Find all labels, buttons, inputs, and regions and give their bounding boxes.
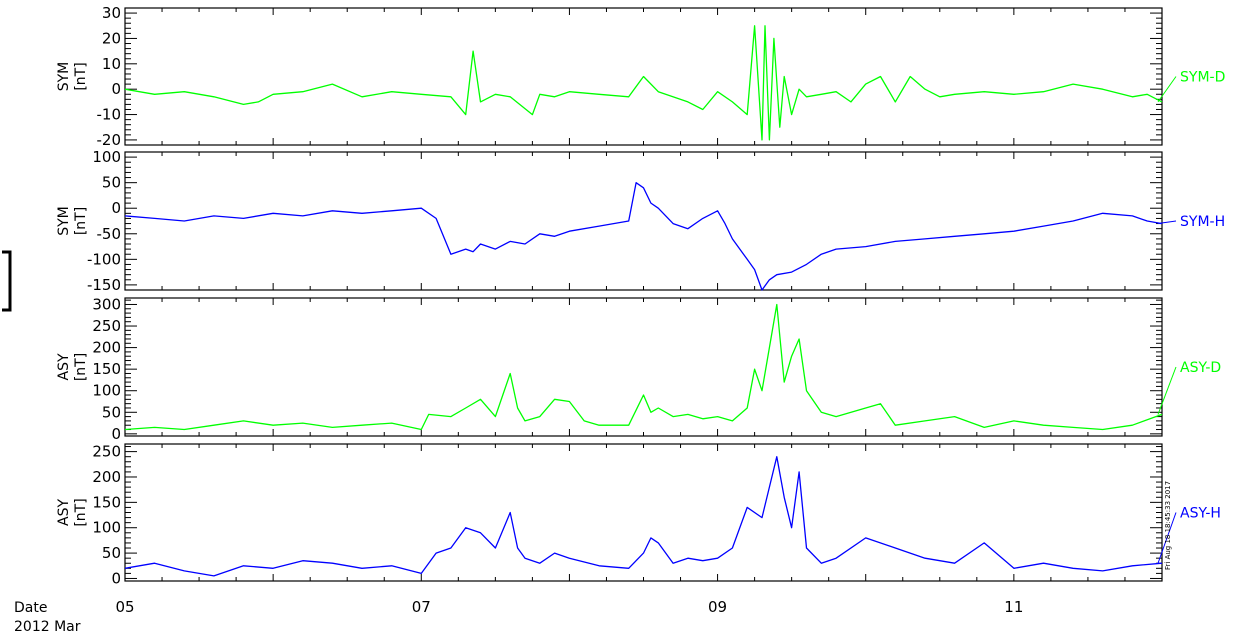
y-tick-label: 150	[92, 360, 121, 378]
series-leader	[1157, 366, 1177, 415]
y-tick-label: 250	[92, 443, 121, 461]
date-value: 2012 Mar	[14, 619, 81, 635]
panel-frame	[124, 443, 1163, 582]
y-tick-label: 0	[111, 569, 121, 587]
y-tick-label: 100	[92, 148, 121, 166]
y-tick-label: -10	[97, 106, 122, 124]
y-tick-label: 50	[102, 403, 121, 421]
date-label: Date	[14, 600, 47, 616]
y-axis-title: [nT]	[73, 62, 89, 90]
y-tick-label: 50	[102, 544, 121, 562]
y-axis-title: ASY	[56, 353, 72, 380]
y-tick-label: 0	[111, 80, 121, 98]
y-axis-title: SYM	[56, 206, 72, 236]
y-tick-label: 250	[92, 317, 121, 335]
y-axis-title: ASY	[56, 499, 72, 526]
panel-3: 0 50 100 150 200 250 300 ASY [nT] ASY-D	[56, 295, 1221, 442]
panel-4: 0 50 100 150 200 250 ASY [nT] ASY-H	[56, 443, 1221, 588]
y-tick-label: 300	[92, 295, 121, 313]
series-leader	[1157, 220, 1177, 225]
panel-frame	[124, 151, 1163, 291]
y-axis-title: [nT]	[73, 498, 89, 526]
y-tick-label: 200	[92, 468, 121, 486]
y-axis-title: [nT]	[73, 353, 89, 381]
x-tick-label: 05	[115, 598, 134, 616]
panel-1: -20 -10 0 10 20 30 SYM [nT] SYM-D	[56, 4, 1225, 149]
y-tick-label: 200	[92, 339, 121, 357]
panel-2: -150 -100 -50 0 50 100 SYM [nT] SYM-H	[56, 148, 1225, 294]
y-tick-label: 100	[92, 382, 121, 400]
x-tick-label: 09	[708, 598, 727, 616]
series-line-asy-h	[124, 456, 1163, 577]
y-tick-label: -150	[87, 276, 121, 294]
series-line-asy-d	[124, 303, 1163, 431]
y-tick-label: -50	[97, 225, 122, 243]
series-leader	[1157, 76, 1177, 103]
panel-frame	[124, 297, 1163, 437]
y-tick-label: -100	[87, 250, 121, 268]
y-tick-label: 0	[111, 425, 121, 443]
x-tick-label: 11	[1004, 598, 1023, 616]
y-tick-label: 20	[102, 29, 121, 47]
y-axis-title: [nT]	[73, 207, 89, 235]
y-tick-label: 30	[102, 4, 121, 22]
y-tick-label: -20	[97, 131, 122, 149]
series-line-sym-h	[124, 182, 1163, 291]
y-tick-label: 50	[102, 174, 121, 192]
series-label: SYM-H	[1180, 214, 1225, 230]
timestamp-stamp: Fri Aug 18 18:45:33 2017	[1164, 481, 1172, 570]
series-leader	[1157, 512, 1177, 564]
series-label: ASY-H	[1180, 506, 1221, 522]
y-tick-label: 100	[92, 519, 121, 537]
series-line-sym-d	[124, 25, 1163, 141]
left-bracket	[2, 250, 12, 312]
y-axis-title: SYM	[56, 62, 72, 92]
series-label: SYM-D	[1180, 70, 1225, 86]
y-tick-label: 150	[92, 493, 121, 511]
x-tick-label: 07	[412, 598, 431, 616]
series-label: ASY-D	[1180, 360, 1221, 376]
y-tick-label: 10	[102, 55, 121, 73]
y-tick-label: 0	[111, 199, 121, 217]
